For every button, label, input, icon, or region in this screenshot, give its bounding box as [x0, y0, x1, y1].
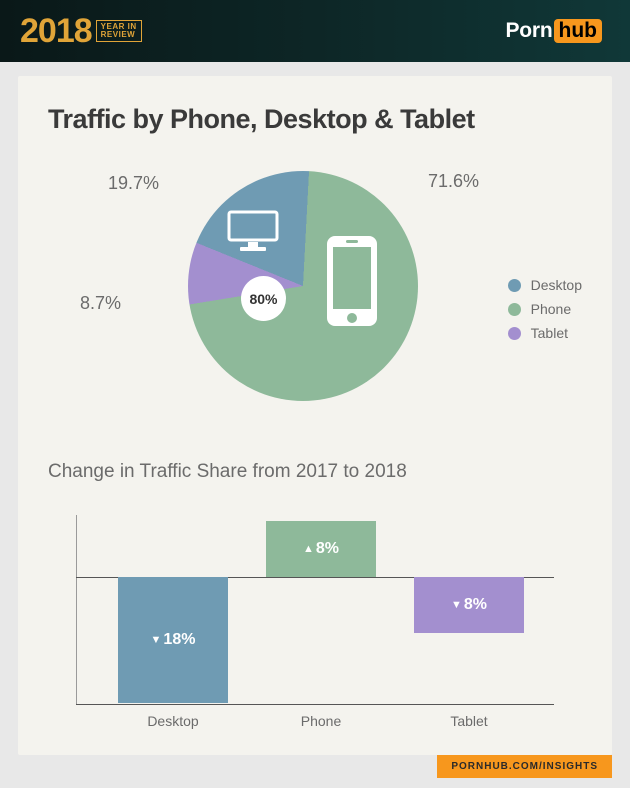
pie-chart-area: 80% 71.6% 19.7% 8.7% Desktop Phone Tablet — [48, 161, 582, 451]
desktop-icon — [226, 209, 280, 258]
brand-left: Porn — [505, 19, 552, 43]
slice-pct: 71.6% — [428, 171, 479, 192]
down-triangle-icon: ▼ — [151, 634, 162, 646]
pie-chart — [188, 171, 418, 401]
legend-item: Phone — [508, 301, 582, 317]
legend-label: Tablet — [531, 325, 568, 341]
phone-icon — [324, 233, 380, 334]
y-axis — [76, 515, 77, 705]
legend-item: Desktop — [508, 277, 582, 293]
bar-chart: ▼18%▲8%▼8% DesktopPhoneTablet — [76, 515, 554, 735]
up-triangle-icon: ▲ — [303, 543, 314, 555]
bar-label: Desktop — [118, 713, 228, 729]
brand-logo: Porn hub — [505, 19, 602, 43]
bar-value: 18% — [163, 631, 195, 649]
legend-dot-icon — [508, 303, 521, 316]
bar-value: 8% — [316, 540, 339, 558]
pie-center-label: 80% — [241, 276, 286, 321]
legend: Desktop Phone Tablet — [508, 269, 582, 349]
content-card: Traffic by Phone, Desktop & Tablet 80% 7… — [18, 76, 612, 755]
bottom-axis — [76, 704, 554, 705]
year-tag: YEAR IN REVIEW — [96, 20, 142, 43]
slice-pct: 8.7% — [80, 293, 121, 314]
subtitle: Change in Traffic Share from 2017 to 201… — [48, 461, 582, 483]
legend-dot-icon — [508, 327, 521, 340]
bar: ▲8% — [266, 521, 376, 577]
bar-label: Phone — [266, 713, 376, 729]
legend-dot-icon — [508, 279, 521, 292]
slice-pct: 19.7% — [108, 173, 159, 194]
year-number: 2018 — [20, 12, 92, 51]
bar-value: 8% — [464, 596, 487, 614]
bar: ▼18% — [118, 577, 228, 703]
down-triangle-icon: ▼ — [451, 599, 462, 611]
legend-label: Phone — [531, 301, 571, 317]
year-badge: 2018 YEAR IN REVIEW — [20, 12, 142, 51]
footer-tab: PORNHUB.COM/INSIGHTS — [437, 755, 612, 778]
bar: ▼8% — [414, 577, 524, 633]
bar-label: Tablet — [414, 713, 524, 729]
header-bar: 2018 YEAR IN REVIEW Porn hub — [0, 0, 630, 62]
legend-label: Desktop — [531, 277, 582, 293]
footer: PORNHUB.COM/INSIGHTS — [0, 755, 630, 778]
brand-right: hub — [554, 19, 602, 43]
page-title: Traffic by Phone, Desktop & Tablet — [48, 104, 582, 135]
legend-item: Tablet — [508, 325, 582, 341]
